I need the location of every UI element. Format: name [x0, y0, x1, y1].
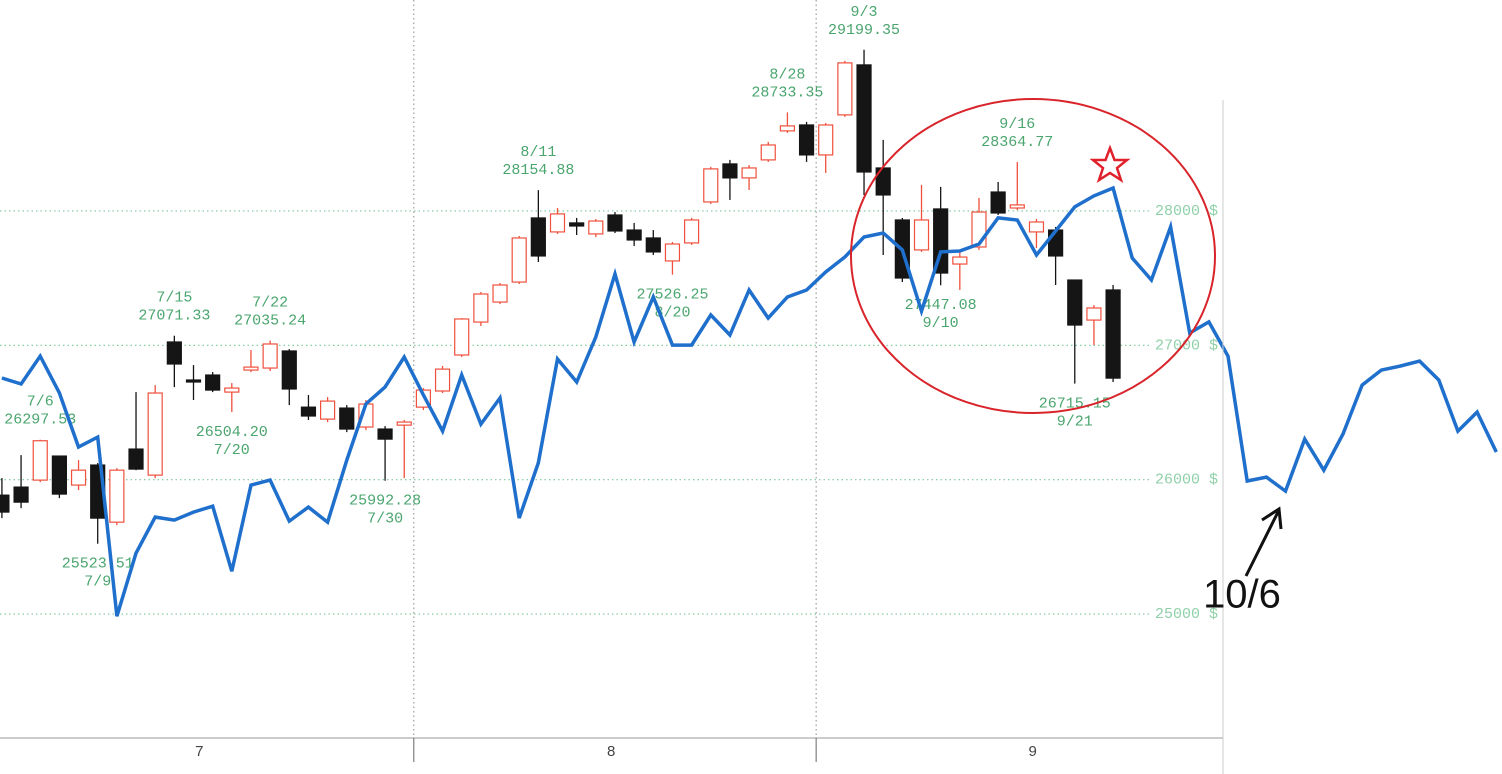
annotation-value: 26504.20 — [196, 424, 268, 441]
candle-body — [281, 350, 297, 390]
annotation-value: 28364.77 — [981, 134, 1053, 151]
candle-body — [549, 213, 566, 233]
candle-body — [377, 428, 393, 440]
callout-text: 10/6 — [1203, 573, 1281, 617]
candle-body — [588, 220, 604, 235]
candle-body — [166, 341, 182, 365]
candle-body — [703, 168, 719, 203]
candle-body — [128, 448, 144, 470]
candle-body — [147, 392, 163, 476]
annotation-date: 7/22 — [252, 295, 288, 312]
annotation-value: 27071.33 — [138, 308, 210, 325]
candle-body — [434, 368, 451, 392]
candle-body — [741, 167, 757, 179]
y-tick-label: 26000 $ — [1155, 472, 1218, 489]
annotation-date: 8/11 — [520, 144, 556, 161]
annotation-date: 9/21 — [1057, 414, 1093, 431]
candle-body — [626, 229, 642, 241]
annotation-value: 25992.28 — [349, 493, 421, 510]
annotation-value: 28154.88 — [502, 162, 574, 179]
highlight-ellipse — [850, 98, 1216, 414]
candle-body — [530, 217, 546, 257]
candle-body — [779, 125, 796, 132]
annotation-value: 28733.35 — [751, 84, 823, 101]
candle-body — [1067, 279, 1083, 326]
candle-body — [320, 400, 336, 420]
candle-body — [856, 64, 872, 173]
annotation-date: 7/9 — [84, 574, 111, 591]
candle-body — [645, 237, 661, 253]
candle-body — [569, 222, 585, 227]
candle-body — [1048, 229, 1064, 257]
candle-body — [607, 214, 623, 232]
candle-body — [32, 440, 48, 481]
candle-body — [511, 237, 527, 283]
candle-body — [722, 163, 738, 179]
candle-body — [1105, 289, 1121, 379]
candle-body — [396, 421, 412, 426]
annotation-value: 29199.35 — [828, 22, 900, 39]
candle-body — [300, 406, 317, 417]
candle-body — [990, 191, 1006, 214]
candle-body — [818, 124, 834, 156]
annotation-value: 27526.25 — [636, 287, 708, 304]
candle-body — [243, 366, 259, 371]
candle-body — [837, 62, 853, 116]
candle-body — [684, 219, 700, 244]
annotation-date: 8/20 — [654, 305, 690, 322]
annotation-value: 27035.24 — [234, 313, 306, 330]
annotation-date: 8/28 — [769, 66, 805, 83]
candle-body — [51, 455, 67, 495]
candle-body — [0, 494, 10, 513]
y-tick-label: 25000 $ — [1155, 606, 1218, 623]
annotation-value: 26297.53 — [4, 412, 76, 429]
candle-body — [13, 486, 29, 503]
annotation-date: 7/20 — [214, 442, 250, 459]
arrow-shaft — [1244, 511, 1280, 577]
candle-body — [205, 374, 221, 391]
annotation-value: 25523.51 — [62, 556, 134, 573]
annotation-value: 27447.08 — [905, 297, 977, 314]
candle-body — [339, 407, 355, 430]
candle-body — [185, 379, 202, 383]
candle-body — [952, 256, 968, 265]
candle-body — [109, 469, 125, 523]
candle-body — [1028, 221, 1045, 233]
candle-body — [933, 208, 949, 274]
candle-body — [224, 387, 240, 393]
y-tick-label: 27000 $ — [1155, 337, 1218, 354]
candle-body — [70, 469, 87, 486]
annotation-date: 9/16 — [999, 116, 1035, 133]
candle-body — [798, 124, 815, 156]
annotation-date: 7/15 — [156, 290, 192, 307]
annotation-date: 9/10 — [923, 315, 959, 332]
y-tick-label: 28000 $ — [1155, 203, 1218, 220]
arrow-head — [1261, 506, 1283, 530]
line-layer — [1, 185, 1498, 617]
x-tick-label: 7 — [195, 743, 203, 760]
candles — [0, 49, 1121, 544]
x-tick-label: 9 — [1028, 743, 1036, 760]
candle-body — [454, 318, 470, 356]
annotation-value: 26715.15 — [1039, 396, 1111, 413]
candle-body — [492, 284, 508, 303]
candle-body — [1009, 204, 1025, 209]
annotation-date: 7/30 — [367, 511, 403, 528]
candle-body — [473, 293, 489, 323]
overlay-line — [1, 185, 1498, 617]
x-tick-label: 8 — [607, 743, 615, 760]
candle-body — [262, 343, 278, 369]
annotation-date: 9/3 — [851, 4, 878, 21]
candle-body — [913, 219, 930, 251]
candle-body — [760, 144, 776, 161]
candle-body — [664, 243, 681, 262]
grid: 25000 $ 26000 $ 27000 $ 28000 $ 7 8 9 — [0, 0, 1223, 762]
candle-body — [1086, 307, 1102, 321]
labels: 7/626297.537/925523.517/1527071.337/2026… — [4, 4, 1111, 591]
star — [1089, 144, 1131, 183]
annotation-date: 7/6 — [27, 394, 54, 411]
